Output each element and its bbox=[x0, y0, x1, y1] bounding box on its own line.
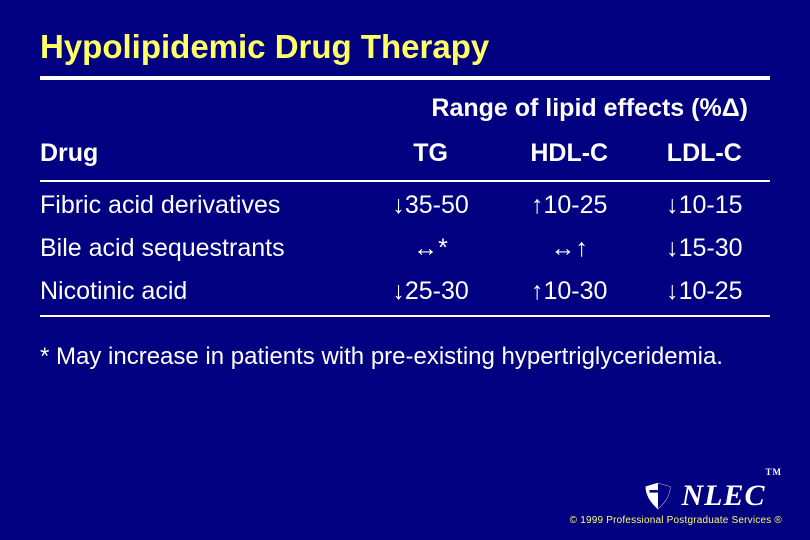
cell-drug: Fibric acid derivatives bbox=[40, 184, 361, 227]
slide: Hypolipidemic Drug Therapy Range of lipi… bbox=[0, 0, 810, 540]
lipid-table: Drug TG HDL-C LDL-C Fibric acid derivati… bbox=[40, 133, 770, 319]
cell-ldl: ↓10-25 bbox=[639, 270, 770, 313]
cell-tg: ↓25-30 bbox=[361, 270, 500, 313]
cell-hdl: ↑10-30 bbox=[500, 270, 639, 313]
footnote: * May increase in patients with pre-exis… bbox=[40, 343, 770, 371]
cell-tg: ↓35-50 bbox=[361, 184, 500, 227]
logo-letters: NLEC bbox=[681, 479, 765, 512]
table-row: Fibric acid derivatives ↓35-50 ↑10-25 ↓1… bbox=[40, 184, 770, 227]
cell-drug: Bile acid sequestrants bbox=[40, 227, 361, 270]
table-row: Nicotinic acid ↓25-30 ↑10-30 ↓10-25 bbox=[40, 270, 770, 313]
range-header: Range of lipid effects (%Δ) bbox=[40, 80, 770, 133]
col-header-drug: Drug bbox=[40, 133, 361, 178]
cell-hdl: ↔↑ bbox=[500, 227, 639, 270]
col-header-tg: TG bbox=[361, 133, 500, 178]
tm-mark: TM bbox=[766, 467, 783, 477]
cell-drug: Nicotinic acid bbox=[40, 270, 361, 313]
cell-ldl: ↓10-15 bbox=[639, 184, 770, 227]
divider-header bbox=[40, 180, 770, 182]
table-row: Bile acid sequestrants ↔* ↔↑ ↓15-30 bbox=[40, 227, 770, 270]
footer: NLECTM © 1999 Professional Postgraduate … bbox=[570, 479, 782, 526]
copyright: © 1999 Professional Postgraduate Service… bbox=[570, 515, 782, 526]
table-header-row: Drug TG HDL-C LDL-C bbox=[40, 133, 770, 178]
cell-tg: ↔* bbox=[361, 227, 500, 270]
col-header-ldl: LDL-C bbox=[639, 133, 770, 178]
logo: NLECTM bbox=[570, 479, 782, 513]
slide-title: Hypolipidemic Drug Therapy bbox=[40, 28, 770, 66]
cell-hdl: ↑10-25 bbox=[500, 184, 639, 227]
cell-ldl: ↓15-30 bbox=[639, 227, 770, 270]
logo-text: NLECTM bbox=[681, 479, 782, 513]
col-header-hdl: HDL-C bbox=[500, 133, 639, 178]
divider-bottom bbox=[40, 315, 770, 317]
shield-icon bbox=[641, 481, 675, 511]
